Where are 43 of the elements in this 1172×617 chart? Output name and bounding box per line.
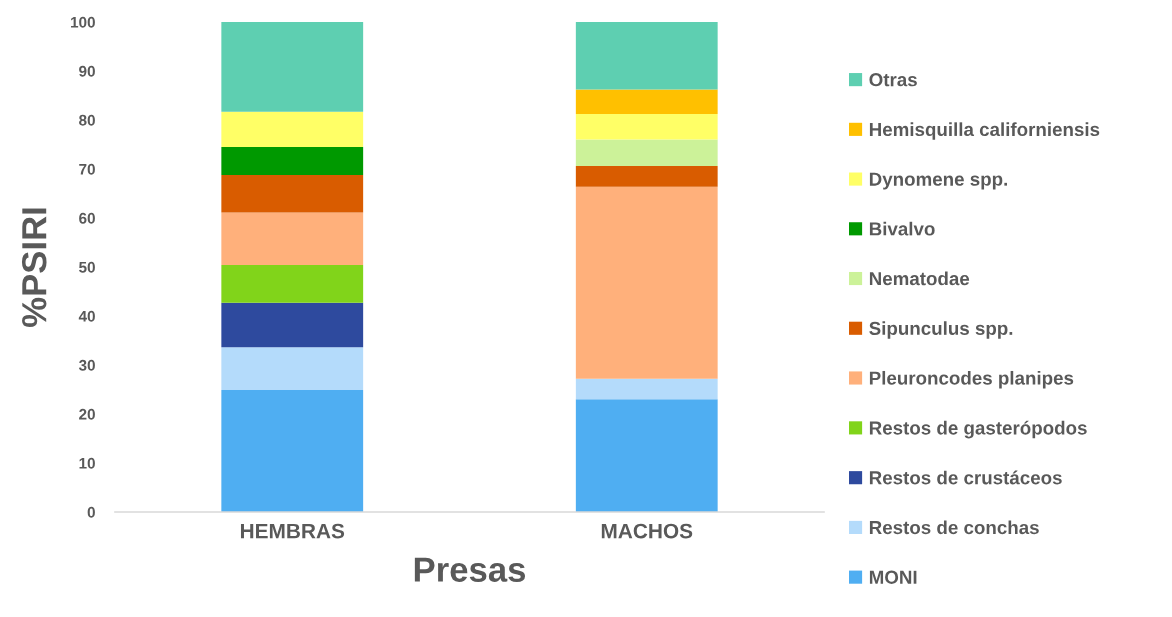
legend-label: Dynomene spp. xyxy=(869,172,1007,190)
bar xyxy=(221,22,364,112)
bar xyxy=(221,265,364,303)
x-tick-label: MACHOS xyxy=(601,523,693,539)
bar xyxy=(221,212,364,266)
legend-label: Restos de conchas xyxy=(869,520,1039,535)
y-tick-label: 70 xyxy=(79,163,95,175)
y-tick-label: 80 xyxy=(79,114,95,126)
legend-label: Hemisquilla californiensis xyxy=(869,122,1100,140)
y-tick-label: 90 xyxy=(79,65,95,77)
bar xyxy=(221,111,364,147)
y-tick-label: 0 xyxy=(87,506,95,518)
y-tick-label: 60 xyxy=(79,212,95,224)
bar xyxy=(575,399,718,512)
bar xyxy=(221,389,364,512)
legend-label: Restos de crustáceos xyxy=(869,470,1062,485)
legend-label: Bivalvo xyxy=(869,221,935,236)
x-axis-title: Presas xyxy=(414,557,526,582)
bar xyxy=(575,186,718,379)
bar xyxy=(575,166,718,187)
y-tick-label: 50 xyxy=(79,261,95,273)
x-tick-label: HEMBRAS xyxy=(240,523,345,539)
bar xyxy=(221,174,364,213)
y-tick-label: 20 xyxy=(79,408,95,420)
y-tick-label: 100 xyxy=(71,16,95,28)
legend-label: Pleuroncodes planipes xyxy=(869,370,1074,389)
y-axis-title: %PSIRI xyxy=(21,208,47,327)
bar xyxy=(575,89,718,115)
legend-label: MONI xyxy=(869,570,917,584)
y-tick-label: 40 xyxy=(78,310,95,322)
bar xyxy=(221,302,364,348)
bar xyxy=(575,139,718,167)
bar xyxy=(575,22,718,90)
legend-label: Otras xyxy=(869,73,917,87)
legend-label: Restos de gasterópodos xyxy=(869,420,1087,439)
y-tick-label: 10 xyxy=(79,457,95,469)
bar xyxy=(221,347,364,390)
bar xyxy=(575,114,718,140)
legend-label: Sipunculus spp. xyxy=(869,321,1013,339)
legend-label: Nematodae xyxy=(869,271,970,286)
bar xyxy=(575,378,718,400)
y-tick-label: 30 xyxy=(78,359,95,371)
bar xyxy=(221,146,364,175)
